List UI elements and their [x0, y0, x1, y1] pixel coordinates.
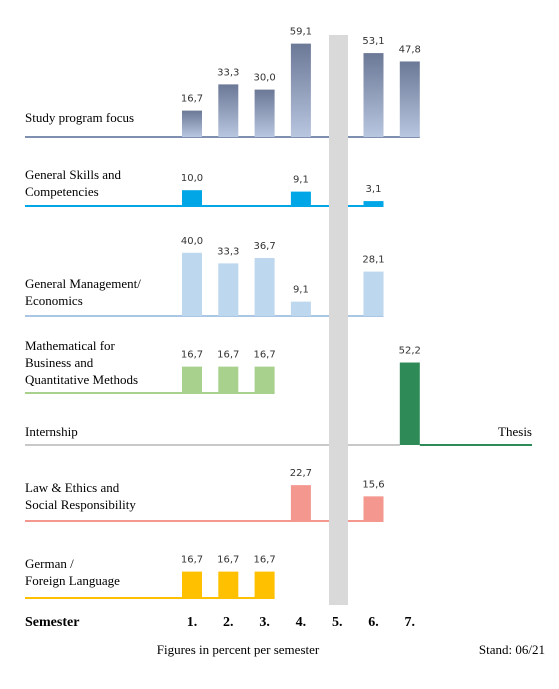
row-label: General Skills and — [25, 167, 122, 182]
row-label: Business and — [25, 355, 94, 370]
x-tick-label: 5. — [332, 615, 343, 630]
value-label: 59,1 — [290, 27, 312, 38]
value-label: 3,1 — [366, 184, 382, 195]
bar — [399, 61, 420, 138]
row-label: German / — [25, 556, 74, 571]
bar — [290, 191, 311, 206]
bar — [218, 84, 239, 137]
row-label: Study program focus — [25, 110, 134, 125]
value-label: 16,7 — [181, 555, 203, 566]
row-label: Social Responsibility — [25, 497, 136, 512]
value-label: 9,1 — [293, 175, 309, 186]
value-label: 16,7 — [253, 555, 275, 566]
bar — [363, 496, 384, 521]
bar — [254, 89, 275, 137]
bar — [290, 43, 311, 137]
bar — [399, 362, 420, 445]
row-lines — [25, 136, 532, 599]
x-tick-label: 7. — [405, 615, 416, 630]
row-label: General Management/ — [25, 276, 141, 291]
value-label: 16,7 — [181, 94, 203, 105]
bar — [363, 201, 384, 206]
row-label: Quantitative Methods — [25, 372, 138, 387]
x-tick-label: 1. — [187, 615, 198, 630]
marks: 16,7 33,3 30,0 59,1 53,1 47,8 10,0 9,1 3,1 40,0 33… — [181, 27, 421, 598]
bar — [254, 571, 275, 598]
bar — [218, 263, 239, 316]
x-tick-label: 3. — [259, 615, 270, 630]
row-label: Mathematical for — [25, 338, 116, 353]
bar — [363, 271, 384, 316]
value-label: 10,0 — [181, 173, 203, 184]
bar — [254, 366, 275, 393]
annotation: Thesis — [498, 424, 532, 439]
value-label: 33,3 — [217, 246, 239, 257]
value-label: 16,7 — [217, 350, 239, 361]
bar — [290, 301, 311, 316]
value-label: 15,6 — [362, 479, 384, 490]
bar — [290, 485, 311, 521]
bar — [182, 252, 202, 316]
row-label: Economics — [25, 293, 83, 308]
value-label: 16,7 — [253, 350, 275, 361]
row-label: Law & Ethics and — [25, 480, 120, 495]
bar — [218, 571, 239, 598]
bar — [182, 366, 202, 393]
value-label: 52,2 — [399, 346, 421, 357]
row-label: Internship — [25, 424, 78, 439]
value-label: 16,7 — [181, 350, 203, 361]
x-axis-label: Semester — [25, 615, 79, 630]
bar — [182, 110, 202, 137]
stand: Stand: 06/21 — [479, 642, 545, 657]
bar — [218, 366, 239, 393]
semester-5-column — [329, 35, 348, 605]
value-label: 9,1 — [293, 285, 309, 296]
value-label: 30,0 — [253, 73, 275, 84]
x-tick-label: 2. — [223, 615, 234, 630]
x-tick-label: 6. — [368, 615, 379, 630]
row-label: Competencies — [25, 184, 99, 199]
value-label: 36,7 — [253, 241, 275, 252]
value-label: 53,1 — [362, 36, 384, 47]
value-label: 28,1 — [362, 255, 384, 266]
x-tick-label: 4. — [296, 615, 307, 630]
value-label: 47,8 — [399, 44, 421, 55]
bar — [254, 258, 275, 316]
bar — [182, 190, 202, 206]
value-label: 22,7 — [290, 468, 312, 479]
value-label: 16,7 — [217, 555, 239, 566]
bar — [363, 53, 384, 137]
value-label: 33,3 — [217, 67, 239, 78]
value-label: 40,0 — [181, 236, 203, 247]
bar — [182, 571, 202, 598]
row-label: Foreign Language — [25, 573, 120, 588]
note: Figures in percent per semester — [157, 642, 320, 657]
